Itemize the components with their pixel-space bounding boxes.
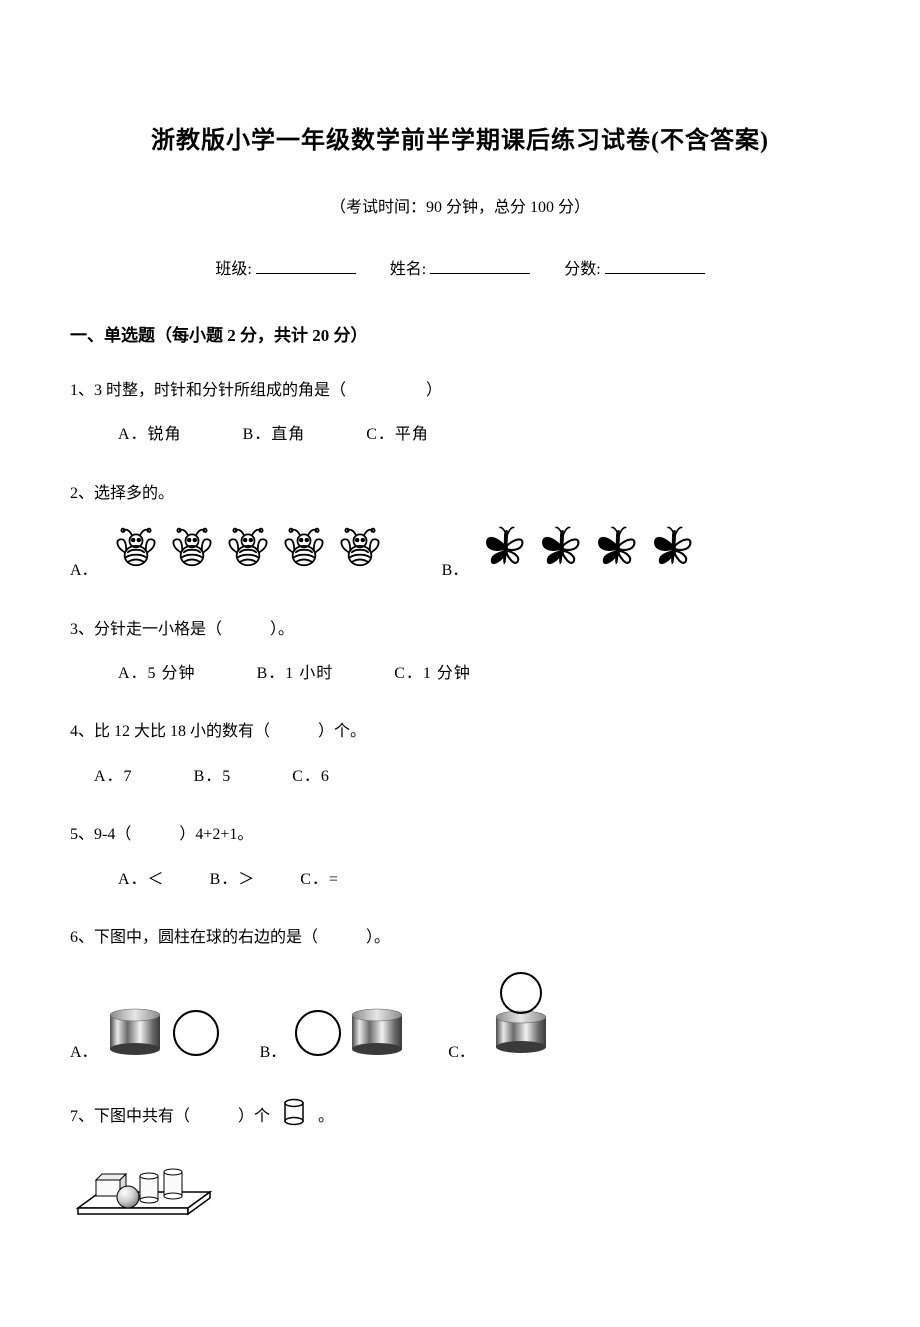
q4-option-a: A．7 xyxy=(94,762,133,792)
cylinder-icon xyxy=(352,1009,402,1055)
ball-icon xyxy=(117,1186,139,1208)
q4-option-b: B．5 xyxy=(194,762,232,792)
ball-icon xyxy=(501,973,541,1013)
question-5: 5、9-4（ ）4+2+1。 A．＜ B．＞ C．= xyxy=(70,820,850,895)
bee-icon xyxy=(110,523,162,575)
q3-options: A．5 分钟 B．1 小时 C．1 分钟 xyxy=(70,659,850,689)
q4-options: A．7 B．5 C．6 xyxy=(70,762,850,792)
score-label: 分数: xyxy=(564,261,600,278)
butterfly-icon xyxy=(648,523,700,575)
q3-option-c: C．1 分钟 xyxy=(394,659,471,689)
question-2: 2、选择多的。 A． xyxy=(70,479,850,587)
name-label: 姓名: xyxy=(390,261,426,278)
q4-option-c: C．6 xyxy=(292,762,330,792)
q4-stem: 4、比 12 大比 18 小的数有（ ）个。 xyxy=(70,717,850,747)
q2-stem: 2、选择多的。 xyxy=(70,479,850,509)
q1-stem: 1、3 时整，时针和分针所组成的角是（ ） xyxy=(70,376,850,406)
q6-stem: 6、下图中，圆柱在球的右边的是（ ）。 xyxy=(70,923,850,953)
q1-option-b: B．直角 xyxy=(243,420,306,450)
cylinder-icon xyxy=(164,1169,182,1199)
question-7: 7、下图中共有（ ）个 。 xyxy=(70,1097,850,1240)
q5-options: A．＜ B．＞ C．= xyxy=(70,865,850,895)
question-1: 1、3 时整，时针和分针所组成的角是（ ） A．锐角 B．直角 C．平角 xyxy=(70,376,850,451)
q1-options: A．锐角 B．直角 C．平角 xyxy=(70,420,850,450)
q5-option-b: B．＞ xyxy=(210,865,256,895)
cylinder-icon xyxy=(496,1011,546,1053)
q2-option-a-label: A． xyxy=(70,556,98,586)
butterfly-icon xyxy=(536,523,588,575)
q1-option-c: C．平角 xyxy=(366,420,429,450)
q2-option-b-figure xyxy=(480,523,700,586)
q7-figure xyxy=(70,1148,220,1239)
class-blank xyxy=(256,259,356,274)
bee-icon xyxy=(222,523,274,575)
q6-option-a-label: A． xyxy=(70,1038,98,1068)
q3-stem: 3、分针走一小格是（ ）。 xyxy=(70,615,850,645)
q3-option-a: A．5 分钟 xyxy=(118,659,196,689)
cylinder-icon xyxy=(140,1173,158,1203)
q6-option-c-label: C． xyxy=(448,1038,475,1068)
butterfly-icon xyxy=(592,523,644,575)
q6-option-b: B． xyxy=(260,997,413,1068)
q6-option-a-figure xyxy=(104,997,224,1068)
q2-option-a-figure xyxy=(110,523,386,586)
student-info-line: 班级: 姓名: 分数: xyxy=(70,255,850,279)
section-1-heading: 一、单选题（每小题 2 分，共计 20 分） xyxy=(70,321,850,346)
q6-option-c: C． xyxy=(448,967,561,1068)
q7-stem-pre: 7、下图中共有（ ）个 xyxy=(70,1102,270,1132)
exam-page: 浙教版小学一年级数学前半学期课后练习试卷(不含答案) （考试时间：90 分钟，总… xyxy=(0,0,920,1327)
ball-icon xyxy=(296,1011,340,1055)
cylinder-icon xyxy=(110,1009,160,1055)
question-3: 3、分针走一小格是（ ）。 A．5 分钟 B．1 小时 C．1 分钟 xyxy=(70,615,850,690)
butterfly-icon xyxy=(480,523,532,575)
q2-options-row: A． xyxy=(70,523,850,586)
q5-option-c: C．= xyxy=(300,865,339,895)
q1-option-a: A．锐角 xyxy=(118,420,182,450)
name-blank xyxy=(430,259,530,274)
bee-icon xyxy=(166,523,218,575)
q6-option-b-figure xyxy=(292,997,412,1068)
q6-option-c-figure xyxy=(481,967,561,1068)
q7-stem-post: 。 xyxy=(318,1102,334,1132)
question-4: 4、比 12 大比 18 小的数有（ ）个。 A．7 B．5 C．6 xyxy=(70,717,850,792)
q3-option-b: B．1 小时 xyxy=(257,659,334,689)
q5-stem: 5、9-4（ ）4+2+1。 xyxy=(70,820,850,850)
q6-option-a: A． xyxy=(70,997,224,1068)
page-title: 浙教版小学一年级数学前半学期课后练习试卷(不含答案) xyxy=(70,120,850,155)
ball-icon xyxy=(174,1011,218,1055)
question-6: 6、下图中，圆柱在球的右边的是（ ）。 A． B． xyxy=(70,923,850,1069)
q5-option-a: A．＜ xyxy=(118,865,165,895)
score-blank xyxy=(605,259,705,274)
q6-option-b-label: B． xyxy=(260,1038,287,1068)
q2-option-b-label: B． xyxy=(442,556,469,586)
q7-stem: 7、下图中共有（ ）个 。 xyxy=(70,1097,850,1138)
cylinder-small-icon xyxy=(282,1097,306,1138)
q6-options-row: A． B． xyxy=(70,967,850,1068)
exam-meta: （考试时间：90 分钟，总分 100 分） xyxy=(70,193,850,217)
bee-icon xyxy=(334,523,386,575)
class-label: 班级: xyxy=(215,261,251,278)
bee-icon xyxy=(278,523,330,575)
